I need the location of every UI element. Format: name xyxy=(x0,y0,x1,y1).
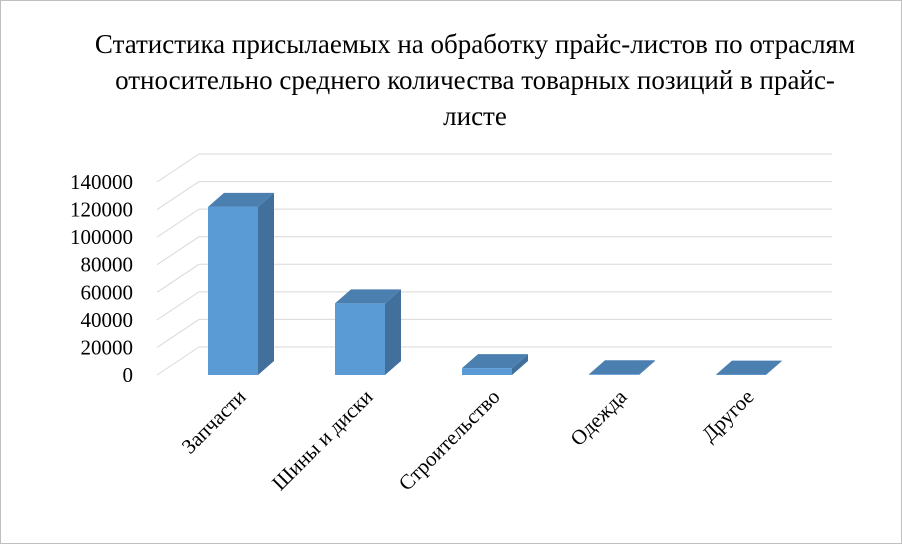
x-tick-label: Другое xyxy=(697,385,759,447)
bar-top xyxy=(589,360,655,375)
y-tick-label: 20000 xyxy=(81,335,134,359)
x-tick-label: Шины и диски xyxy=(267,385,377,495)
bar xyxy=(462,354,528,375)
gridline-side xyxy=(156,346,200,376)
gridline-side xyxy=(156,319,200,348)
bar-side xyxy=(512,354,528,375)
x-tick-label: Одежда xyxy=(565,384,632,451)
chart-title: Статистика присылаемых на обработку прай… xyxy=(94,29,856,131)
bar-top xyxy=(462,354,528,369)
bar-top xyxy=(335,289,401,304)
x-axis-labels: Запчасти Шины и диски Строительство Одежда Д… xyxy=(177,384,759,495)
bar-side xyxy=(385,289,401,375)
x-tick-label: Запчасти xyxy=(177,385,251,459)
gridline-side xyxy=(156,153,200,183)
gridline-side xyxy=(156,263,200,293)
bar-front xyxy=(208,206,258,375)
bar xyxy=(716,360,782,375)
bar-front xyxy=(589,374,639,375)
y-tick-label: 140000 xyxy=(70,170,133,194)
y-tick-label: 120000 xyxy=(70,198,133,222)
y-tick-label: 100000 xyxy=(70,225,133,249)
gridline-side xyxy=(156,181,200,210)
bar xyxy=(208,192,274,375)
bars xyxy=(208,192,782,375)
y-tick-label: 40000 xyxy=(81,308,134,332)
gridline-side xyxy=(156,236,200,266)
bar-side xyxy=(258,192,274,375)
bar xyxy=(589,360,655,375)
bar-top xyxy=(208,192,274,207)
gridline-side xyxy=(156,291,200,321)
bar-side xyxy=(766,360,782,375)
bar-side xyxy=(639,360,655,375)
y-axis-ticks: 0 20000 40000 60000 80000 100000 120000 140000 xyxy=(70,170,133,387)
bar-top xyxy=(716,360,782,375)
y-tick-label: 60000 xyxy=(81,280,134,304)
x-tick-label: Строительство xyxy=(394,385,505,496)
y-tick-label: 80000 xyxy=(81,253,134,277)
gridlines xyxy=(156,153,832,376)
bar-front xyxy=(335,303,385,375)
gridline-side xyxy=(156,208,200,238)
bar xyxy=(335,289,401,375)
bar-front xyxy=(462,368,512,375)
y-tick-label: 0 xyxy=(123,363,134,387)
